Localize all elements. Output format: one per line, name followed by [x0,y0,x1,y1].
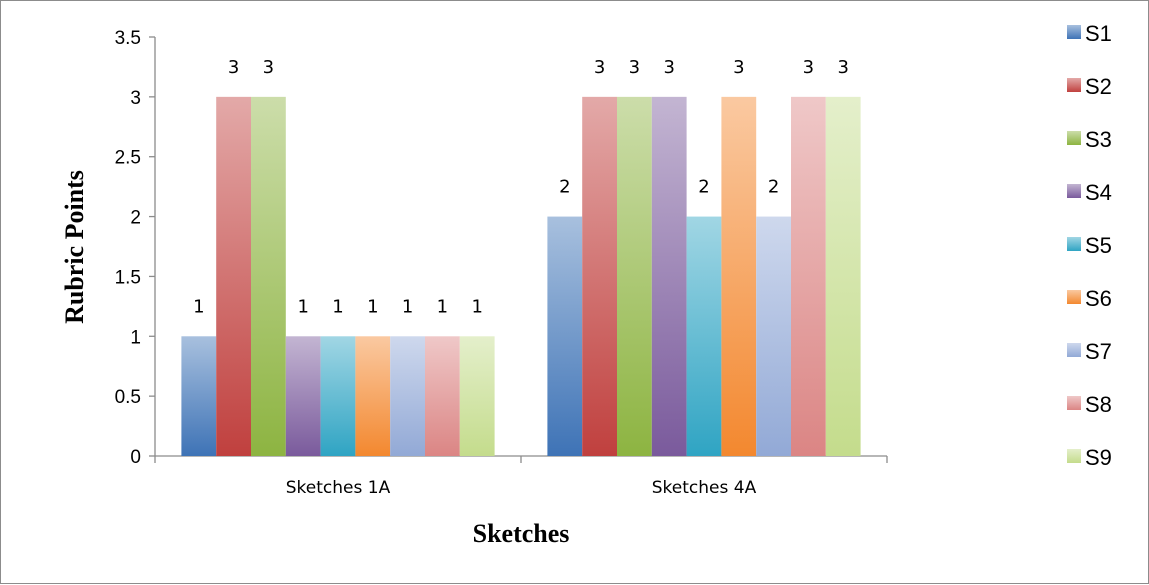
y-tick-label: 0.5 [115,387,141,408]
data-label: 1 [402,296,413,317]
legend-swatch-s6 [1067,290,1081,304]
data-label: 2 [698,177,709,198]
axes: 0 0.5 1 1.5 2 2.5 3 3.5 Sketches 1A Sketches 4A [115,28,888,498]
bar-s1-1 [181,336,217,456]
bar-s3-2 [617,96,652,456]
bar-s4-1 [285,336,321,456]
x-axis-title: Sketches [473,519,570,548]
bar-s9-1 [459,336,495,456]
data-labels: 1 3 3 1 1 1 1 1 1 2 3 3 3 2 3 2 3 3 [193,57,849,317]
bar-s1-2 [547,216,583,456]
bar-s5-2 [686,216,722,456]
data-label: 1 [297,296,308,317]
legend-label-s2: S2 [1085,74,1112,99]
bar-s9-2 [825,96,861,456]
bar-s2-1 [216,96,251,456]
legend-swatch-s9 [1067,449,1081,463]
legend-swatch-s3 [1067,131,1081,145]
data-label: 1 [367,296,378,317]
y-tick-label: 3.5 [115,28,141,49]
legend-label-s8: S8 [1085,392,1112,417]
bar-s5-1 [320,336,356,456]
bar-s8-2 [791,96,826,456]
y-tick-label: 0 [130,447,141,468]
bar-s4-2 [651,96,687,456]
data-label: 1 [437,296,448,317]
data-label: 2 [559,177,570,198]
bar-s7-1 [390,336,425,456]
data-label: 3 [228,57,239,78]
data-label: 3 [263,57,274,78]
bar-s7-2 [756,216,791,456]
data-label: 2 [768,177,779,198]
data-label: 3 [629,57,640,78]
data-label: 3 [803,57,814,78]
legend: S1 S2 S3 S4 S5 S6 S7 S8 S9 [1067,21,1112,470]
data-label: 1 [332,296,343,317]
y-tick-label: 3 [130,88,141,109]
bars [181,96,861,456]
bar-s3-1 [251,96,286,456]
data-label: 1 [471,296,482,317]
bar-s6-1 [355,336,391,456]
y-tick-label: 2.5 [115,148,141,169]
data-label: 3 [594,57,605,78]
legend-label-s9: S9 [1085,445,1112,470]
bar-s6-2 [721,96,757,456]
legend-label-s3: S3 [1085,127,1112,152]
data-label: 3 [837,57,848,78]
data-label: 3 [733,57,744,78]
y-tick-label: 1.5 [115,267,141,288]
legend-swatch-s4 [1067,184,1081,198]
bar-s2-2 [582,96,617,456]
legend-swatch-s5 [1067,237,1081,251]
data-label: 1 [193,296,204,317]
y-axis-title: Rubric Points [60,170,89,324]
y-tick-label: 1 [130,327,141,348]
data-label: 3 [663,57,674,78]
legend-label-s7: S7 [1085,339,1112,364]
legend-label-s5: S5 [1085,233,1112,258]
legend-label-s1: S1 [1085,21,1112,46]
legend-swatch-s1 [1067,25,1081,39]
x-category-label: Sketches 1A [286,478,391,498]
y-tick-label: 2 [130,208,141,229]
legend-swatch-s2 [1067,78,1081,92]
x-category-label: Sketches 4A [652,478,757,498]
legend-swatch-s8 [1067,396,1081,410]
bar-s8-1 [425,336,460,456]
legend-swatch-s7 [1067,343,1081,357]
legend-label-s6: S6 [1085,286,1112,311]
legend-label-s4: S4 [1085,180,1112,205]
